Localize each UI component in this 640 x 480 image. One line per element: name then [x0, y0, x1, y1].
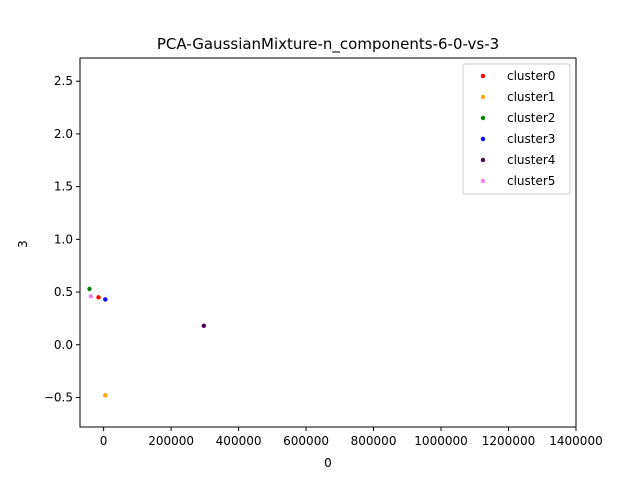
y-tick-label: 0.5 — [54, 285, 73, 299]
legend-box — [462, 63, 571, 195]
plot-marks — [87, 286, 207, 398]
y-axis-label: 3 — [16, 240, 30, 248]
legend: cluster0 cluster1 cluster2 cluster3 cluster4… — [462, 63, 571, 195]
data-point-cluster0 — [96, 295, 101, 300]
y-tick-label: 2.0 — [54, 127, 73, 141]
x-axis-label: 0 — [324, 456, 332, 470]
data-point-cluster3 — [103, 297, 108, 302]
x-tick-label: 800000 — [351, 434, 397, 448]
data-point-cluster2 — [87, 286, 92, 292]
x-tick-label: 0 — [100, 434, 108, 448]
legend-marker-cluster5 — [480, 178, 486, 184]
x-tick-label: 1200000 — [482, 434, 535, 448]
legend-marker-cluster4 — [480, 157, 486, 163]
legend-marker-cluster1 — [480, 94, 486, 100]
data-point-cluster4 — [201, 323, 207, 328]
legend-marker-cluster3 — [480, 136, 486, 142]
x-tick-label: 400000 — [216, 434, 262, 448]
x-tick-label: 600000 — [283, 434, 329, 448]
x-tick-label: 200000 — [148, 434, 194, 448]
legend-label-cluster0: cluster0 — [507, 69, 555, 83]
legend-label-cluster1: cluster1 — [507, 90, 555, 104]
y-tick-label: 1.5 — [54, 180, 73, 194]
legend-label-cluster5: cluster5 — [507, 174, 555, 188]
y-tick-label: 2.5 — [54, 74, 73, 88]
x-tick-label: 1400000 — [549, 434, 602, 448]
chart-title: PCA-GaussianMixture-n_components-6-0-vs-… — [157, 35, 499, 54]
y-tick-label: −0.5 — [44, 390, 73, 404]
x-tick-label: 1000000 — [414, 434, 467, 448]
data-point-cluster1 — [103, 393, 108, 398]
legend-label-cluster3: cluster3 — [507, 132, 555, 146]
legend-label-cluster4: cluster4 — [507, 153, 555, 167]
y-axis-ticks: −0.5 0.0 0.5 1.0 1.5 2.0 2.5 — [44, 74, 80, 404]
data-point-cluster5 — [88, 294, 93, 299]
legend-label-cluster2: cluster2 — [507, 111, 555, 125]
legend-marker-cluster0 — [480, 73, 486, 79]
x-axis-ticks: 0 200000 400000 600000 800000 1000000 1200000 1… — [100, 427, 603, 448]
y-tick-label: 0.0 — [54, 338, 73, 352]
legend-marker-cluster2 — [480, 115, 486, 121]
y-tick-label: 1.0 — [54, 232, 73, 246]
plot-frame — [79, 57, 577, 428]
